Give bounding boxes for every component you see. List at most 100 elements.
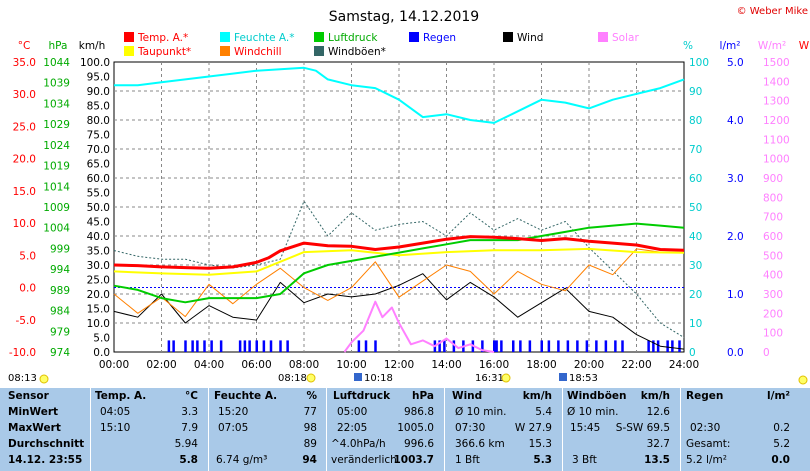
y-tick-label-pressure: 974: [50, 347, 70, 359]
legend-label-pressure: Luftdruck: [328, 32, 378, 44]
y-tick-label-solar: 700: [763, 212, 783, 224]
y-tick-label-rain: 0.0: [727, 347, 744, 359]
avg-wind-distance: 366.6 km: [455, 438, 505, 450]
rain-bar: [493, 340, 496, 352]
table-divider: [680, 388, 681, 471]
table-row-avg: Durchschnitt 5.94 89 ^4.0hPa/h 996.6 366…: [0, 438, 810, 453]
current-gust-bft: 3 Bft: [572, 454, 597, 466]
rain-bar: [495, 340, 498, 352]
rain-bar: [210, 340, 213, 352]
hdr-hum-unit: %: [306, 390, 317, 402]
x-tick-label: 18:00: [526, 359, 556, 371]
y-tick-label-humidity: 10: [689, 318, 702, 330]
y-axis-tick-labels: 35.0 30.0 25.0 20.0 15.0 10.0 5.0 0.0 -5.0 -10.0 1…: [9, 57, 790, 359]
rain-bar: [666, 340, 669, 352]
table-divider: [90, 388, 91, 471]
max-gust-time: 15:45: [570, 422, 601, 434]
rain-bar: [557, 340, 560, 352]
y-tick-label-pressure: 1014: [43, 181, 70, 193]
y-tick-label-pressure: 1039: [43, 78, 70, 90]
rain-bar: [269, 340, 273, 352]
rain-bar: [172, 340, 175, 352]
y-tick-label-temp: 15.0: [13, 186, 36, 198]
x-tick-label: 06:00: [241, 359, 271, 371]
series-line-solar-ff80ff: [343, 300, 495, 353]
legend-swatch-temp: [124, 32, 134, 42]
current-gust: 13.5: [644, 454, 670, 466]
max-temp-time: 15:10: [100, 422, 131, 434]
legend-label-dewpoint: Taupunkt*: [137, 46, 191, 58]
y-tick-label-humidity: 90: [689, 86, 702, 98]
x-tick-label: 04:00: [194, 359, 224, 371]
max-wind: W 27.9: [514, 422, 552, 434]
min-gust: 12.6: [646, 406, 670, 418]
rain-bar: [279, 340, 282, 352]
x-tick-label: 24:00: [669, 359, 699, 371]
legend-label-wind: Wind: [517, 32, 543, 44]
y-tick-label-rain: 5.0: [727, 57, 744, 69]
legend-swatch-windchill: [220, 46, 230, 56]
y-tick-label-solar: 0: [763, 347, 770, 359]
moonrise-icon: [354, 373, 362, 381]
sun-icon-right: [798, 375, 808, 385]
moonset-time: 18:53: [569, 373, 598, 384]
x-tick-label: 02:00: [146, 359, 176, 371]
series-line-wind-336666: [113, 200, 685, 338]
y-tick-label-temp: -10.0: [9, 347, 36, 359]
rain-bar: [614, 340, 617, 352]
y-tick-label-wind: 90.0: [87, 86, 110, 98]
y-tick-label-pressure: 1034: [43, 98, 70, 110]
series-lines: [113, 66, 685, 353]
rain-bar: [678, 340, 681, 352]
y-tick-label-pressure: 1029: [43, 119, 70, 131]
x-tick-label: 00:00: [99, 359, 129, 371]
rain-bar: [595, 340, 598, 352]
x-tick-label: 08:00: [289, 359, 319, 371]
min-press: 986.8: [403, 406, 434, 418]
y-tick-label-wind: 50.0: [87, 202, 110, 214]
hdr-press: Luftdruck: [333, 390, 391, 402]
rain-axis-unit: l/m²: [720, 40, 741, 52]
min-temp-time: 04:05: [100, 406, 131, 418]
rain-bar: [512, 340, 515, 352]
y-tick-label-humidity: 60: [689, 173, 702, 185]
table-divider: [208, 388, 209, 471]
y-tick-label-solar: 1400: [763, 76, 790, 88]
y-tick-label-temp: 10.0: [13, 218, 36, 230]
y-tick-label-pressure: 1004: [43, 223, 70, 235]
x-axis-tick-labels: 00:00 02:00 04:00 06:00 08:00 10:00 12:00 14:00…: [99, 359, 699, 371]
y-tick-label-wind: 5.0: [93, 333, 110, 345]
legend-swatch-dewpoint: [124, 46, 134, 56]
max-label: MaxWert: [8, 422, 61, 434]
y-tick-label-solar: 800: [763, 192, 783, 204]
series-line-temp-ff8000: [113, 248, 661, 318]
rain-bar: [219, 340, 223, 352]
y-tick-label-solar: 1200: [763, 115, 790, 127]
rain-bar: [540, 340, 543, 352]
current-wind: 5.3: [533, 454, 552, 466]
legend-label-temp: Temp. A.*: [137, 32, 188, 44]
table-row-current: 14.12. 23:55 5.8 6.74 g/m³ 94 veränderli…: [0, 454, 810, 469]
avg-label: Durchschnitt: [8, 438, 85, 450]
y-tick-label-wind: 20.0: [87, 289, 110, 301]
y-tick-label-wind: 85.0: [87, 101, 110, 113]
max-gust: S-SW 69.5: [615, 422, 670, 434]
current-press-trend: veränderlich: [331, 454, 397, 466]
sun-icon-rise: [306, 373, 316, 383]
y-tick-label-humidity: 70: [689, 144, 702, 156]
y-tick-label-rain: 4.0: [727, 115, 744, 127]
hdr-rain-unit: l/m²: [767, 390, 790, 402]
table-divider: [444, 388, 445, 471]
series-line-temp-ff0000: [113, 235, 685, 270]
rain-bar: [374, 340, 377, 352]
y-tick-label-wind: 45.0: [87, 217, 110, 229]
pressure-axis-unit: hPa: [49, 40, 68, 52]
noon-time: 16:31: [475, 373, 504, 384]
y-tick-label-solar: 1500: [763, 57, 790, 69]
y-tick-label-solar: 200: [763, 308, 783, 320]
y-tick-label-temp: -5.0: [16, 315, 37, 327]
y-tick-label-humidity: 0: [689, 347, 696, 359]
series-line-wind-000000: [113, 273, 685, 350]
series-line-temp-ffff00: [113, 247, 685, 276]
